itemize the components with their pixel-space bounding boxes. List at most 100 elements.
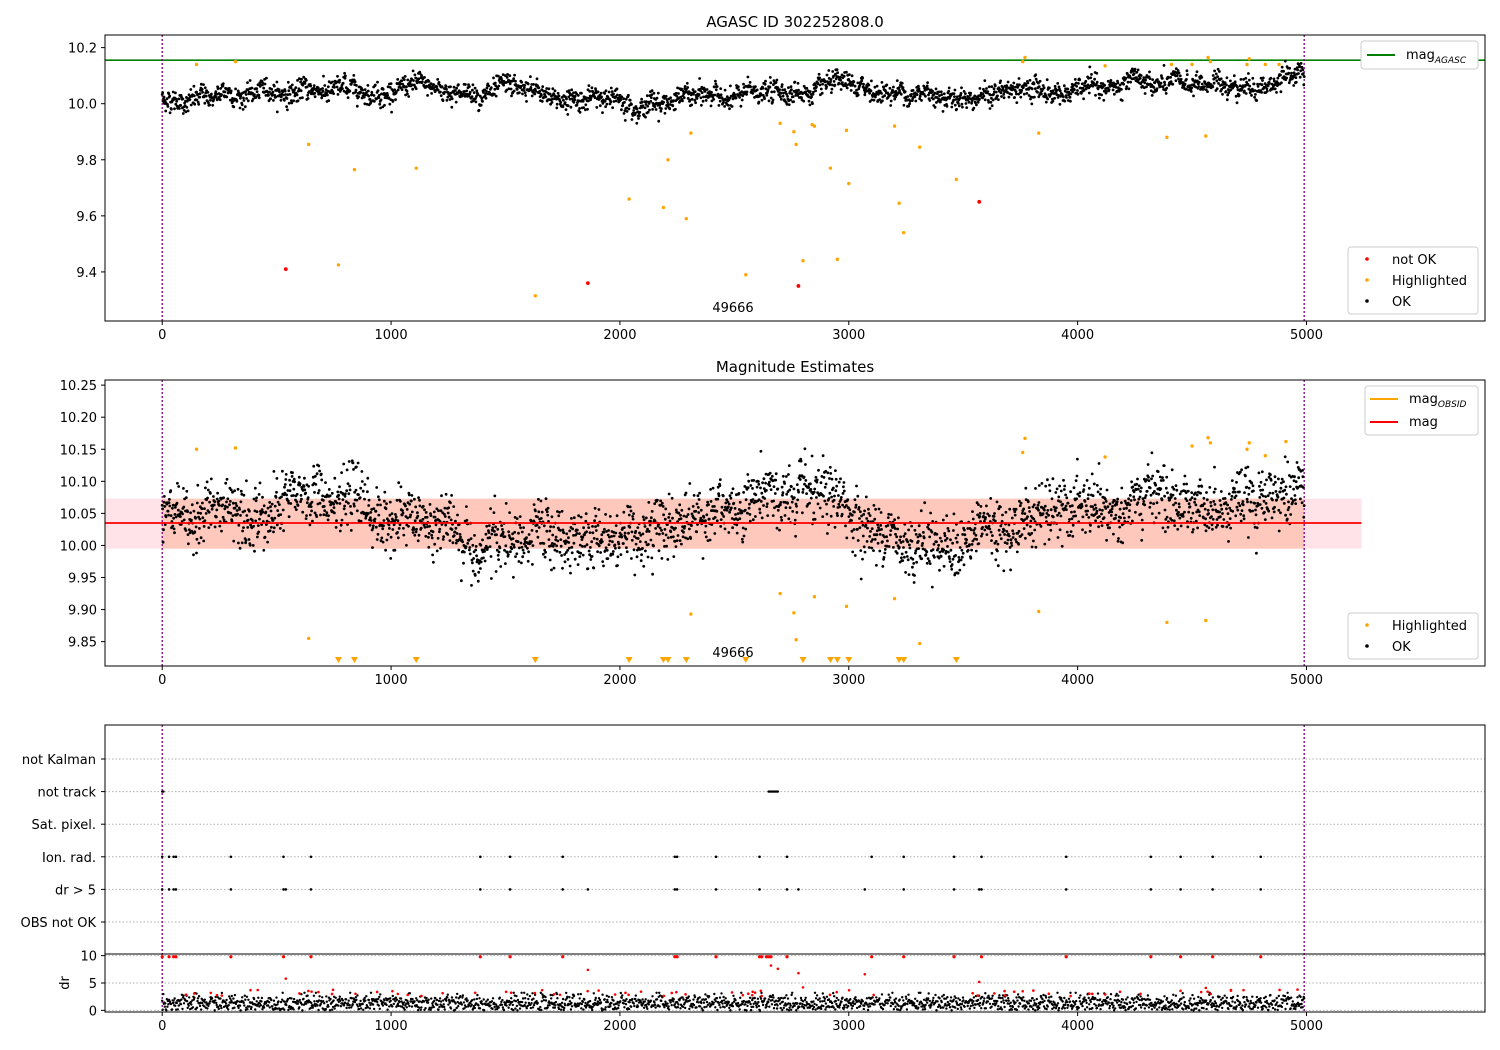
- ok-point: [321, 87, 324, 90]
- ok-point: [385, 502, 388, 506]
- ok-point: [390, 110, 393, 114]
- ok-point: [981, 526, 984, 529]
- ok-point: [275, 80, 279, 84]
- ok-point: [452, 505, 456, 508]
- ok-point: [627, 513, 631, 517]
- ok-point: [437, 509, 440, 513]
- ok-point: [510, 547, 514, 551]
- ok-point: [889, 104, 893, 107]
- ok-point: [162, 95, 166, 99]
- ok-point: [975, 538, 979, 541]
- ok-point: [709, 104, 713, 108]
- ok-point: [251, 97, 255, 101]
- ok-point: [435, 549, 439, 553]
- ok-point: [812, 90, 815, 94]
- ok-point: [899, 535, 902, 539]
- ok-point: [1010, 93, 1013, 96]
- ok-point: [182, 487, 185, 490]
- ok-point: [301, 510, 305, 514]
- ok-point: [1292, 71, 1296, 75]
- ok-point: [1108, 526, 1111, 530]
- ok-point: [369, 511, 373, 514]
- ok-point: [589, 546, 592, 549]
- ok-point: [367, 498, 371, 502]
- ok-point: [316, 502, 320, 506]
- ok-point: [206, 488, 210, 492]
- ok-point: [275, 523, 279, 527]
- ok-point: [1127, 515, 1131, 519]
- ok-point: [999, 505, 1002, 509]
- ok-point: [802, 475, 806, 479]
- ok-point: [906, 558, 910, 562]
- ok-point: [775, 505, 778, 508]
- ok-point: [650, 556, 654, 560]
- ok-point: [939, 90, 943, 94]
- ok-point: [376, 503, 379, 507]
- ok-point: [343, 71, 346, 75]
- ok-point: [318, 469, 321, 473]
- ok-point: [931, 89, 934, 93]
- ok-point: [357, 95, 360, 99]
- ok-point: [895, 551, 899, 555]
- ok-point: [584, 512, 588, 516]
- ok-point: [239, 514, 242, 517]
- ok-point: [917, 547, 921, 550]
- ok-point: [238, 106, 242, 110]
- ok-point: [698, 491, 701, 495]
- ok-point: [292, 99, 295, 103]
- ok-point: [244, 541, 248, 545]
- highlighted-point: [1208, 59, 1213, 64]
- ok-point: [610, 535, 613, 538]
- ok-point: [209, 98, 212, 102]
- ok-point: [1006, 91, 1009, 94]
- ok-point: [980, 532, 984, 536]
- ok-point: [326, 518, 330, 522]
- ok-point: [231, 501, 235, 505]
- ok-point: [844, 524, 847, 528]
- ok-point: [179, 515, 182, 518]
- ok-point: [511, 537, 515, 540]
- ok-point: [897, 516, 900, 520]
- ok-point: [240, 492, 244, 496]
- ok-point: [684, 491, 688, 495]
- ok-point: [952, 98, 955, 102]
- ok-point: [254, 519, 258, 523]
- ok-point: [879, 524, 883, 527]
- ok-point: [829, 80, 832, 84]
- ok-point: [957, 102, 960, 105]
- ok-point: [866, 519, 870, 523]
- ok-point: [924, 553, 928, 557]
- ok-point: [772, 499, 775, 503]
- ok-point: [373, 83, 377, 87]
- ok-point: [952, 529, 955, 532]
- ok-point: [1159, 84, 1162, 88]
- ok-point: [530, 94, 534, 98]
- ok-point: [654, 527, 657, 530]
- ok-point: [978, 97, 981, 101]
- ok-point: [792, 496, 796, 499]
- ok-point: [634, 111, 637, 115]
- ok-point: [942, 548, 946, 552]
- ok-point: [327, 488, 331, 491]
- ok-point: [1084, 504, 1088, 508]
- ok-point: [525, 100, 528, 103]
- ok-point: [222, 518, 226, 522]
- ok-point: [719, 525, 723, 528]
- ok-point: [1106, 505, 1110, 509]
- ok-point: [1003, 541, 1007, 544]
- ok-point: [410, 499, 413, 503]
- ok-point: [473, 86, 477, 90]
- ok-point: [388, 527, 391, 530]
- ok-point: [610, 90, 614, 93]
- ok-point: [883, 548, 887, 551]
- ok-point: [440, 85, 444, 88]
- ok-point: [787, 86, 790, 89]
- ok-point: [1067, 93, 1071, 97]
- ok-point: [344, 500, 348, 504]
- ok-point: [1256, 85, 1260, 88]
- ok-point: [1217, 82, 1220, 85]
- ok-point: [947, 86, 951, 90]
- ok-point: [816, 502, 820, 506]
- ok-point: [737, 88, 741, 92]
- ok-point: [647, 543, 650, 546]
